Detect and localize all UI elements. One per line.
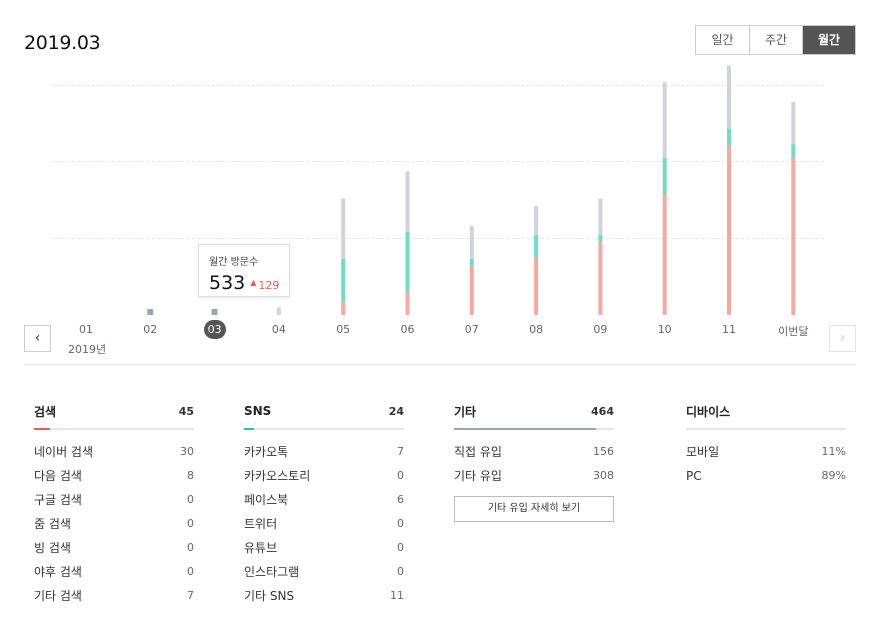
x-tick-label[interactable]: 03	[203, 320, 226, 339]
bar-SNS-07	[469, 259, 474, 267]
section-divider	[24, 364, 856, 365]
search-total: 45	[178, 404, 194, 418]
bar-기타-08	[534, 206, 539, 235]
search-title: 검색	[34, 404, 57, 419]
list-item: 네이버 검색 30	[34, 445, 194, 459]
period-toggle: 일간 주간 월간	[695, 25, 856, 55]
x-tick-label[interactable]: 10	[657, 323, 672, 336]
other-title: 기타	[454, 404, 477, 419]
bar-marker-02	[147, 308, 154, 315]
sns-accent-bar	[244, 428, 254, 430]
x-tick-label[interactable]: 08	[529, 323, 544, 336]
list-item: PC 89%	[686, 469, 846, 483]
other-detail-button[interactable]: 기타 유입 자세히 보기	[454, 496, 614, 522]
list-item: 기타 SNS 11	[244, 589, 404, 603]
tab-weekly[interactable]: 주간	[749, 26, 802, 54]
tooltip-title: 월간 방문수	[209, 257, 259, 268]
grid-line	[52, 238, 824, 239]
up-arrow-icon: ▲	[250, 278, 257, 287]
x-tick-label[interactable]: 06	[400, 323, 415, 336]
x-tick-label[interactable]: 09	[593, 323, 608, 336]
bar-검색-11	[727, 145, 731, 315]
bar-기타-05	[341, 198, 346, 260]
prev-button[interactable]: ‹	[24, 325, 51, 352]
x-tick-label[interactable]: 02	[143, 323, 158, 336]
bar-검색-06	[405, 292, 410, 315]
list-item: 빙 검색 0	[34, 541, 194, 555]
bar-검색-07	[469, 266, 474, 315]
list-item: 트위터 0	[244, 517, 404, 531]
x-tick-label[interactable]: 이번달	[778, 325, 809, 338]
other-stats: 기타 464 직접 유입 156 기타 유입 308 기타 유입 자세히 보기	[454, 400, 614, 522]
tooltip-delta: 129	[258, 279, 280, 292]
list-item: 카카오스토리 0	[244, 469, 404, 483]
next-button[interactable]: ›	[829, 325, 856, 352]
bar-SNS-이번달	[791, 144, 796, 158]
list-item: 카카오톡 7	[244, 445, 404, 459]
x-tick-label[interactable]: 01	[79, 323, 93, 336]
bar-검색-08	[534, 257, 539, 315]
tab-daily[interactable]: 일간	[711, 33, 734, 47]
bar-SNS-10	[662, 157, 667, 194]
x-tick-label[interactable]: 11	[722, 323, 736, 336]
bar-기타-이번달	[791, 101, 796, 145]
list-item: 야후 검색 0	[34, 565, 194, 579]
bar-검색-09	[598, 242, 603, 315]
chevron-right-icon: ›	[839, 330, 846, 346]
other-total: 464	[591, 404, 614, 418]
chart-tooltip: 월간 방문수 533 ▲ 129	[198, 244, 290, 297]
bar-SNS-09	[598, 234, 603, 243]
bar-SNS-08	[534, 234, 539, 258]
list-item: 유튜브 0	[244, 541, 404, 555]
bar-기타-06	[405, 171, 410, 232]
bar-기타-09	[598, 198, 603, 235]
list-item: 페이스북 6	[244, 493, 404, 507]
period-title: 2019.03	[24, 32, 101, 54]
bar-기타-07	[469, 225, 474, 260]
bar-SNS-11	[727, 128, 731, 146]
chevron-left-icon: ‹	[34, 330, 41, 346]
bar-검색-10	[662, 194, 667, 315]
list-item: 기타 유입 308	[454, 469, 614, 483]
device-title: 디바이스	[686, 404, 731, 419]
search-accent-bar	[34, 428, 50, 430]
x-tick-label[interactable]: 04	[271, 323, 286, 336]
bar-SNS-06	[405, 231, 410, 293]
sns-stats: SNS 24 카카오톡 7 카카오스토리 0 페이스북 6 트위터 0 유튜브 0 인스타…	[244, 400, 404, 608]
sns-total: 24	[388, 404, 404, 418]
bar-기타-11	[727, 65, 731, 129]
list-item: 다음 검색 8	[34, 469, 194, 483]
sns-title: SNS	[244, 404, 272, 418]
grid-line	[52, 85, 824, 86]
year-label: 2019년	[68, 343, 107, 356]
bar-검색-이번달	[791, 157, 796, 315]
x-tick-label[interactable]: 05	[336, 323, 351, 336]
tab-monthly[interactable]: 월간	[802, 26, 855, 54]
list-item: 모바일 11%	[686, 445, 846, 459]
bar-검색-05	[341, 301, 346, 315]
search-stats: 검색 45 네이버 검색 30 다음 검색 8 구글 검색 0 줌 검색 0 빙 검색 0…	[34, 400, 194, 608]
tooltip-value: 533	[209, 272, 246, 294]
bar-marker-03	[211, 308, 218, 315]
bar-SNS-05	[341, 259, 346, 302]
list-item: 직접 유입 156	[454, 445, 614, 459]
other-accent-bar	[454, 428, 596, 430]
device-stats: 디바이스 모바일 11% PC 89%	[686, 400, 846, 488]
bar-기타-04	[276, 307, 281, 315]
list-item: 기타 검색 7	[34, 589, 194, 603]
list-item: 인스타그램 0	[244, 565, 404, 579]
bar-기타-10	[662, 82, 667, 158]
list-item: 줌 검색 0	[34, 517, 194, 531]
x-tick-label[interactable]: 07	[464, 323, 479, 336]
grid-line	[52, 161, 824, 162]
list-item: 구글 검색 0	[34, 493, 194, 507]
